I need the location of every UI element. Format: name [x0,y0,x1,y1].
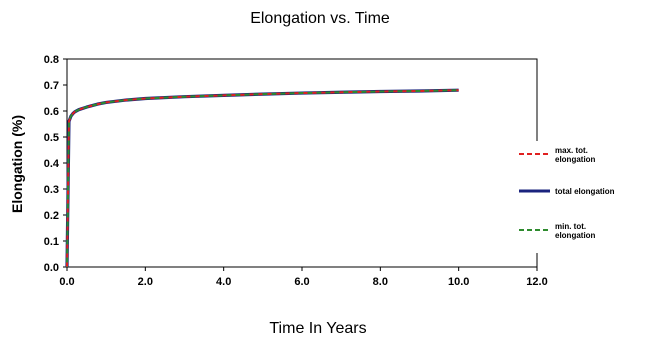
y-tick-label: 0.1 [44,236,59,248]
legend-label-2: min. tot. elongation [555,222,596,240]
x-tick-label: 4.0 [216,276,231,288]
x-axis-ticks: 0.0 2.0 4.0 6.0 8.0 10.0 12.0 [59,267,548,288]
x-tick-label: 6.0 [294,276,309,288]
x-tick-label: 10.0 [448,276,469,288]
legend-label-0: max. tot. elongation [555,146,596,164]
y-tick-label: 0.0 [44,262,59,274]
plot-area [66,58,538,268]
y-axis-label: Elongation (%) [9,115,25,213]
y-axis-ticks: 0.0 0.1 0.2 0.3 0.4 0.5 0.6 0.7 0.8 [44,54,67,274]
y-tick-label: 0.3 [44,184,59,196]
legend: max. tot. elongation total elongation min. … [513,141,645,253]
x-tick-label: 8.0 [373,276,388,288]
x-axis-label: Time In Years [269,320,366,337]
y-tick-label: 0.4 [44,158,60,170]
y-tick-label: 0.5 [44,132,59,144]
x-tick-label: 0.0 [59,276,74,288]
x-tick-label: 2.0 [138,276,153,288]
legend-label-1: total elongation [555,187,615,196]
y-tick-label: 0.2 [44,210,59,222]
series-layer [65,88,459,268]
series-line-0 [66,89,459,268]
y-tick-label: 0.6 [44,106,59,118]
y-tick-label: 0.8 [44,54,59,66]
chart-title: Elongation vs. Time [250,10,390,27]
legend-box [513,141,645,253]
y-tick-label: 0.7 [44,80,59,92]
x-tick-label: 12.0 [526,276,547,288]
